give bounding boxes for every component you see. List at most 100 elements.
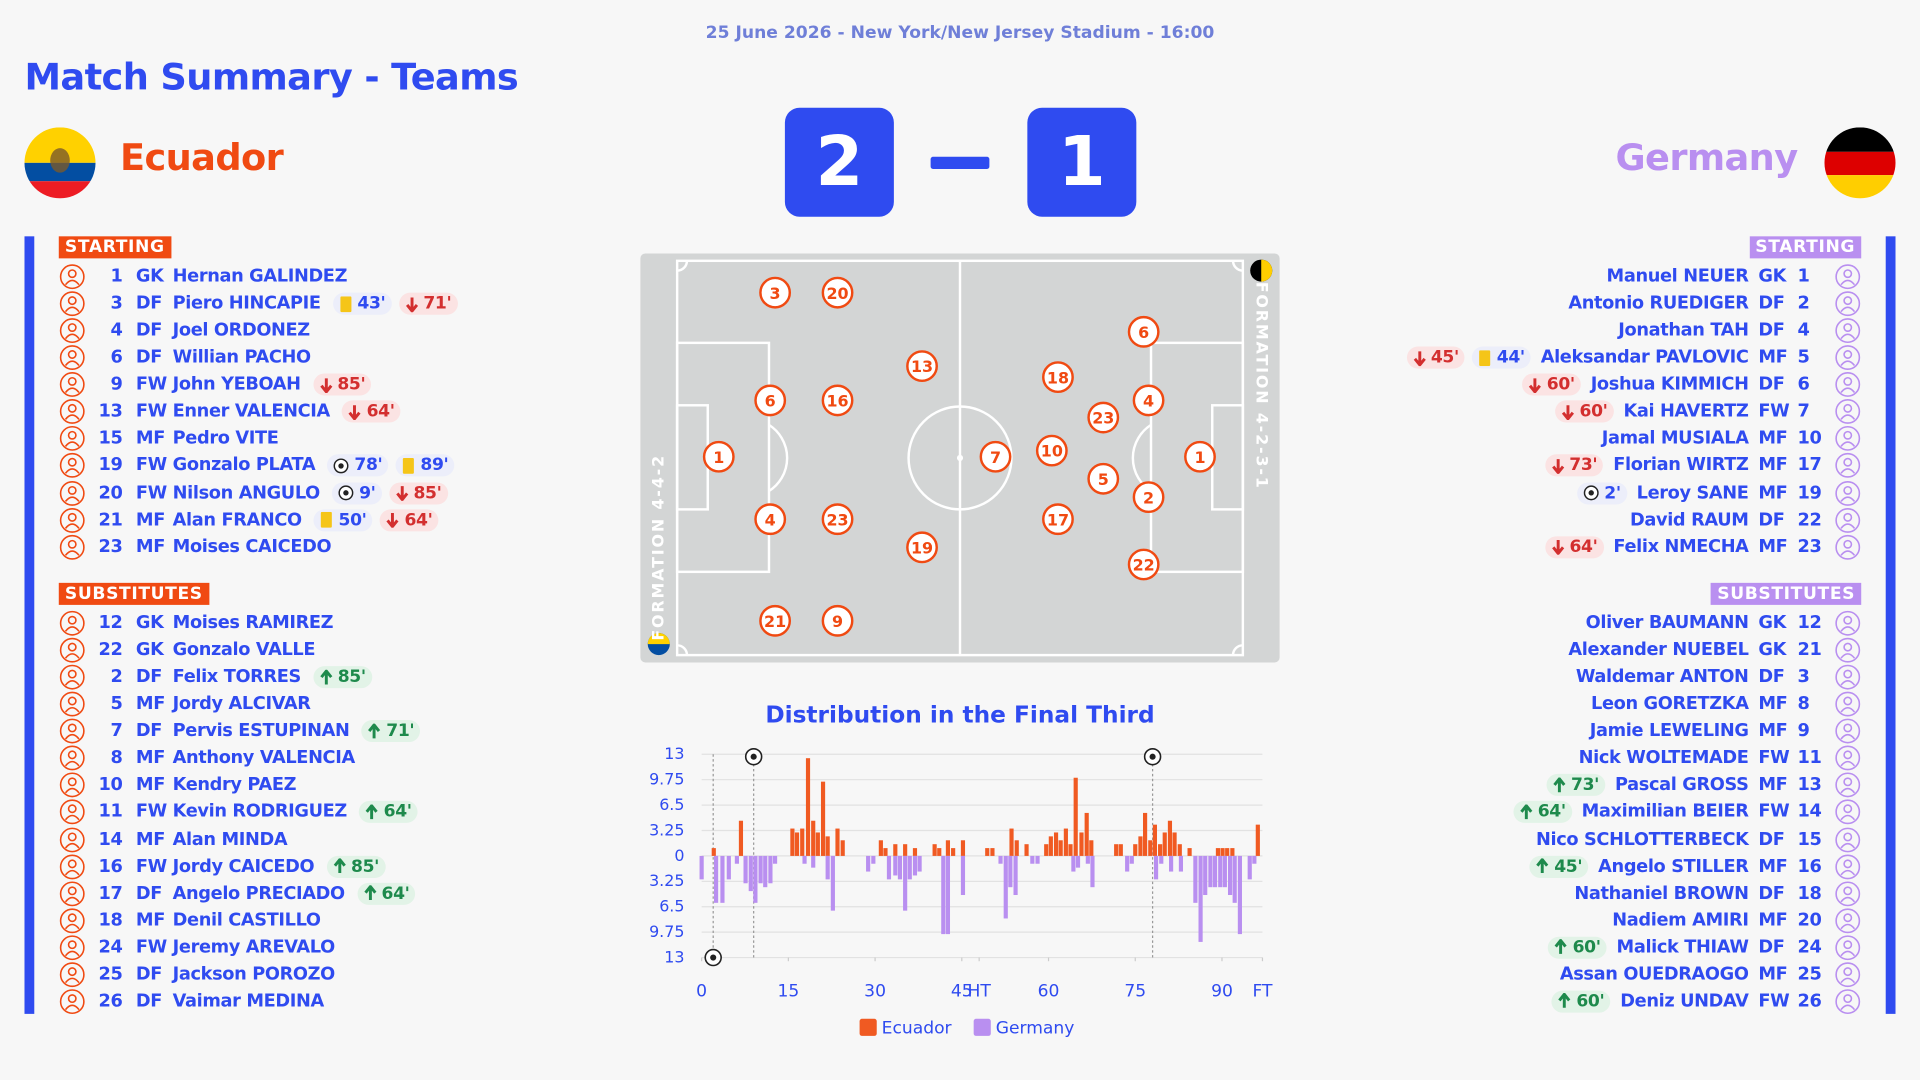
player-icon — [59, 507, 85, 533]
jersey-number: 22 — [1797, 510, 1822, 530]
jersey-number: 26 — [1797, 991, 1822, 1012]
position: MF — [135, 829, 165, 850]
pitch-player-number: 17 — [1047, 510, 1069, 529]
ring — [1835, 318, 1861, 344]
player-name: Aleksandar PAVLOVIC — [1540, 348, 1749, 368]
position: FW — [135, 802, 167, 823]
section-label: STARTING — [1749, 236, 1862, 259]
player-name: Nick WOLTEMADE — [1578, 748, 1749, 769]
event-badge: 85' — [313, 666, 372, 689]
pitch-player — [1127, 548, 1160, 581]
jersey-number: 20 — [98, 483, 123, 503]
head — [1843, 967, 1853, 976]
jersey-number: 23 — [1797, 537, 1822, 557]
jersey-number: 1 — [1797, 266, 1810, 287]
jersey-number: 17 — [98, 883, 123, 904]
pitch-player-number: 5 — [1098, 470, 1109, 489]
player-row: 6 DF Joshua KIMMICH 60' — [1522, 371, 1861, 398]
bar — [815, 832, 820, 856]
body — [1840, 360, 1856, 367]
out-icon — [1529, 378, 1542, 393]
bar — [1138, 836, 1143, 856]
jersey-number: 26 — [98, 991, 123, 1012]
ring — [1835, 745, 1861, 771]
out-icon — [1551, 540, 1564, 555]
pitch-player — [1127, 315, 1160, 348]
x-tick-label: 30 — [864, 982, 886, 1002]
head — [1843, 431, 1853, 441]
page-title: Match Summary - Teams — [24, 56, 519, 100]
pitch-player-number: 9 — [832, 612, 843, 631]
jersey-number: 9 — [1797, 721, 1810, 742]
player-name: Felix TORRES — [172, 667, 302, 688]
events: 85' — [313, 666, 372, 689]
player-icon — [1835, 772, 1861, 798]
player-icon — [1835, 534, 1861, 560]
pitch-player — [1087, 462, 1120, 495]
bar — [1084, 812, 1089, 856]
bar — [1208, 855, 1213, 888]
head — [1843, 804, 1853, 814]
bar — [1162, 832, 1167, 856]
player-icon — [1835, 827, 1861, 852]
bar — [951, 848, 956, 856]
ring — [59, 718, 85, 744]
player-icon — [1835, 507, 1861, 533]
event-badge: 78' — [327, 454, 389, 477]
event-minute: 78' — [354, 456, 383, 476]
x-tick-label: HT — [967, 982, 991, 1002]
goal-marker — [1143, 747, 1162, 766]
in-icon — [365, 804, 379, 820]
player-name: Leon GORETZKA — [1591, 694, 1749, 715]
pitch-player-number: 4 — [1143, 392, 1154, 411]
home-team: Ecuador — [120, 137, 284, 181]
player-row: 15 MF Pedro VITE — [59, 425, 279, 452]
head — [67, 994, 77, 1004]
player-name: Assan OUEDRAOGO — [1559, 964, 1749, 985]
body — [64, 626, 80, 632]
event-badge: 60' — [1522, 373, 1581, 396]
event-minute: 64' — [1569, 537, 1598, 557]
events: 73' — [1546, 774, 1606, 797]
bar — [1063, 828, 1068, 856]
in-icon — [363, 885, 376, 901]
body — [64, 950, 80, 957]
arrow — [1413, 351, 1426, 366]
position: FW — [135, 856, 167, 877]
player-name: Florian WIRTZ — [1613, 456, 1749, 476]
bar — [714, 855, 719, 903]
body — [64, 761, 80, 767]
player-name: Leroy SANE — [1636, 483, 1749, 503]
position: DF — [135, 293, 163, 314]
event-minute: 85' — [413, 483, 442, 503]
body — [1840, 522, 1856, 529]
ring — [1835, 800, 1861, 825]
body — [1840, 734, 1856, 740]
match-info: 25 June 2026 - New York/New Jersey Stadi… — [705, 23, 1215, 43]
events: 64' — [1513, 801, 1572, 824]
bar — [1013, 855, 1018, 896]
player-icon — [59, 989, 85, 1015]
events: 9' 85' — [332, 481, 448, 504]
player-icon — [59, 908, 85, 933]
bar — [1035, 855, 1040, 864]
head — [1843, 539, 1853, 549]
head — [1843, 296, 1853, 306]
player-icon — [59, 664, 85, 690]
bar — [835, 828, 840, 856]
player-icon — [59, 745, 85, 771]
player-row: 9 FW John YEBOAH 85' — [59, 371, 372, 398]
head — [1843, 777, 1853, 787]
jersey-number: 1 — [110, 266, 123, 287]
head — [1843, 940, 1853, 949]
head — [67, 485, 77, 495]
ring — [1835, 345, 1861, 371]
head — [67, 512, 77, 522]
x-tick-label: 15 — [777, 982, 799, 1002]
card — [340, 295, 352, 312]
legend-label: Ecuador — [882, 1018, 953, 1038]
position: FW — [1758, 748, 1790, 769]
head — [67, 615, 77, 625]
player-icon — [59, 399, 85, 425]
head — [67, 912, 77, 922]
